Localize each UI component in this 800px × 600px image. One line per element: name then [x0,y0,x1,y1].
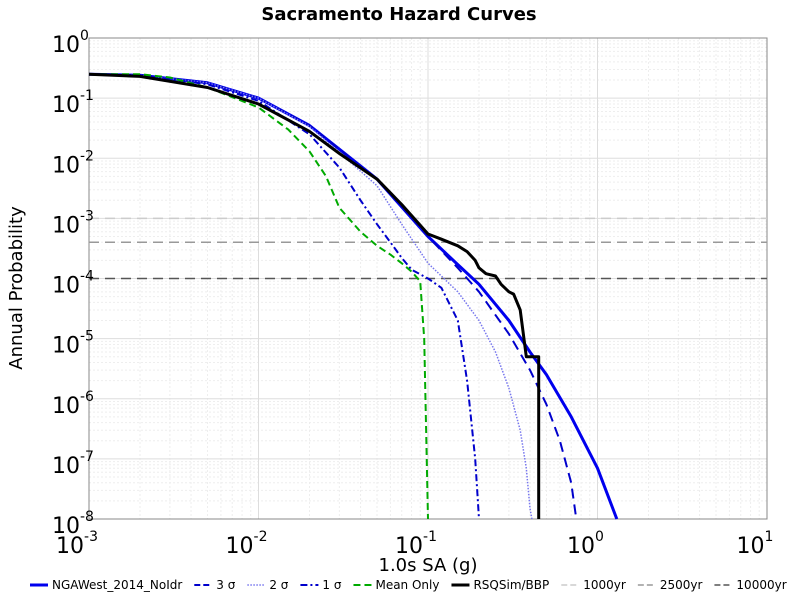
x-axis-label: 1.0s SA (g) [379,555,478,576]
y-tick-label: 10-1 [52,88,94,118]
legend-label: RSQSim/BBP [473,578,549,592]
x-tick-label: 101 [737,529,774,559]
legend-label: 10000yr [736,578,786,592]
legend: NGAWest_2014_NoIdr 3 σ 2 σ 1 σ Mean Only RSQS… [30,578,787,592]
x-tick-labels: 10-3 10-2 10-1 100 101 [56,529,773,559]
legend-item: RSQSim/BBP [451,578,549,592]
legend-label: NGAWest_2014_NoIdr [52,578,182,592]
y-tick-label: 10-7 [52,449,94,479]
y-tick-label: 10-3 [52,208,94,238]
series-mean-only [89,73,429,520]
chart-title: Sacramento Hazard Curves [261,4,536,25]
legend-item: 1000yr [561,578,626,592]
series-layer [88,72,767,520]
y-tick-label: 10-5 [52,329,94,359]
series-rsqsim-bbp [88,72,541,519]
x-tick-label: 10-1 [395,529,437,559]
series-2- [88,73,533,520]
series-3- [88,73,578,520]
legend-label: 1 σ [322,578,341,592]
legend-label: 3 σ [216,578,235,592]
y-tick-labels: 100 10-1 10-2 10-3 10-4 10-5 10-6 10-7 10-8 [52,28,94,539]
legend-label: 1000yr [583,578,626,592]
x-tick-label: 10-3 [56,529,98,559]
y-tick-label: 10-2 [52,148,94,178]
x-tick-label: 10-2 [226,529,268,559]
y-axis-label: Annual Probability [6,206,27,370]
legend-item: 10000yr [714,578,787,592]
y-tick-label: 10-6 [52,389,94,419]
legend-item: 2 σ [247,578,289,592]
legend-label: Mean Only [375,578,439,592]
legend-label: 2500yr [660,578,703,592]
legend-label: 2 σ [269,578,288,592]
x-tick-label: 100 [567,529,604,559]
legend-item: 1 σ [300,578,342,592]
y-tick-label: 100 [52,28,89,58]
legend-item: NGAWest_2014_NoIdr [30,578,182,592]
y-tick-label: 10-8 [52,509,94,539]
legend-item: 3 σ [194,578,236,592]
series-1- [88,73,480,520]
legend-item: Mean Only [353,578,439,592]
y-tick-label: 10-4 [52,269,94,299]
legend-item: 2500yr [637,578,703,592]
